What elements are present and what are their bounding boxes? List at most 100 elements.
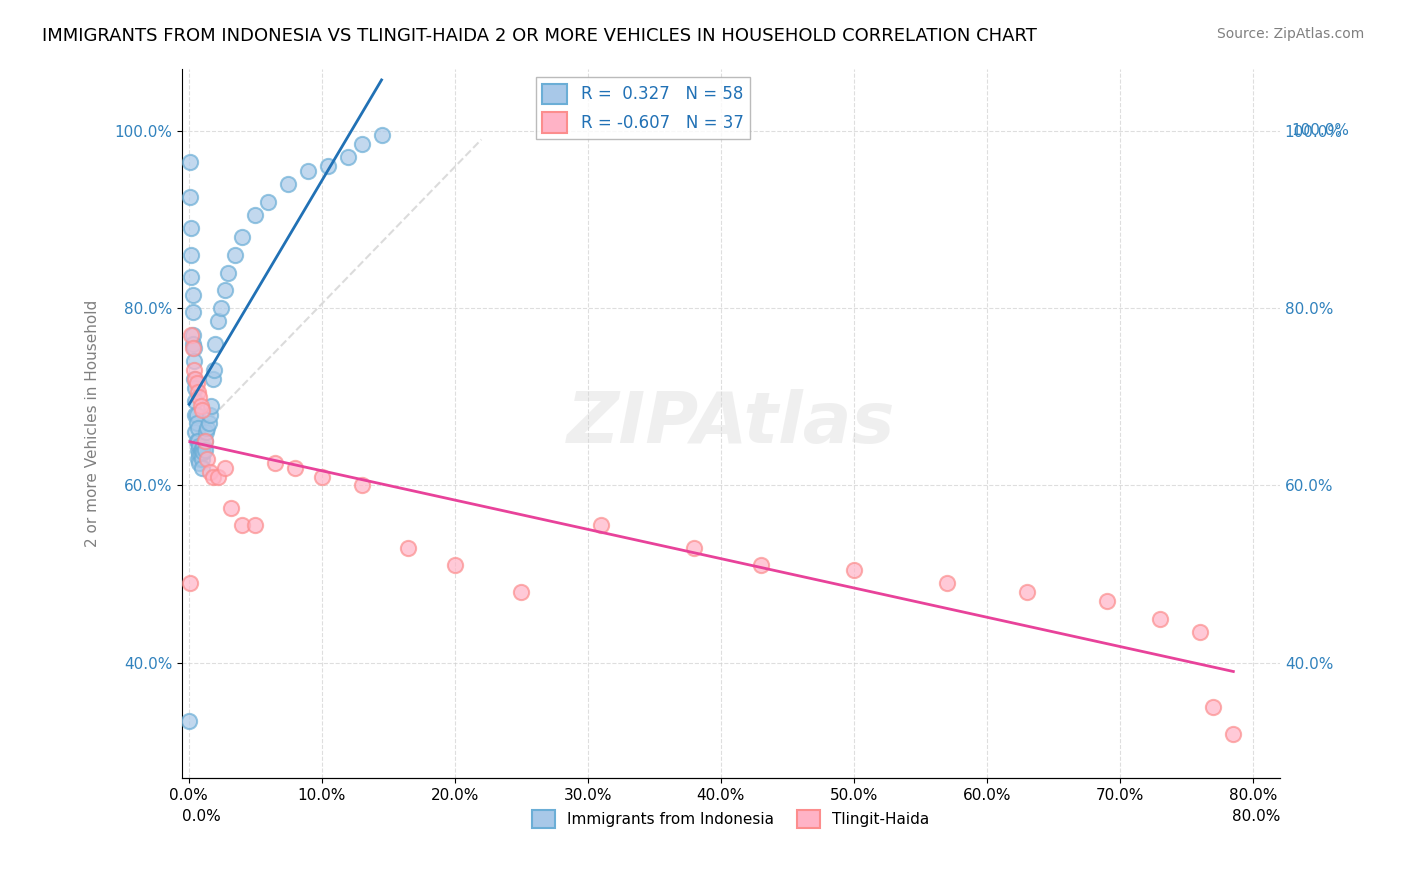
Point — [181, 305, 204, 319]
Point — [183, 372, 205, 386]
Point — [188, 456, 211, 470]
Point — [186, 376, 208, 391]
Point — [201, 469, 224, 483]
Point — [337, 150, 360, 164]
Point — [198, 465, 221, 479]
Point — [180, 221, 202, 235]
Text: IMMIGRANTS FROM INDONESIA VS TLINGIT-HAIDA 2 OR MORE VEHICLES IN HOUSEHOLD CORRE: IMMIGRANTS FROM INDONESIA VS TLINGIT-HAI… — [42, 27, 1038, 45]
Point — [201, 372, 224, 386]
Point — [181, 341, 204, 355]
Point — [187, 385, 209, 400]
Point — [936, 576, 959, 591]
Point — [191, 460, 214, 475]
Point — [231, 518, 253, 533]
Point — [218, 266, 240, 280]
Point — [193, 434, 215, 449]
Point — [370, 128, 392, 142]
Point — [186, 417, 208, 431]
Point — [207, 469, 229, 483]
Point — [195, 421, 218, 435]
Point — [200, 399, 222, 413]
Point — [350, 478, 373, 492]
Point — [179, 154, 201, 169]
Point — [224, 248, 246, 262]
Point — [184, 394, 207, 409]
Point — [183, 341, 205, 355]
Point — [1202, 700, 1225, 714]
Point — [443, 558, 465, 573]
Legend: Immigrants from Indonesia, Tlingit-Haida: Immigrants from Indonesia, Tlingit-Haida — [526, 804, 936, 834]
Point — [277, 177, 299, 191]
Point — [193, 444, 215, 458]
Point — [204, 336, 226, 351]
Point — [188, 447, 211, 461]
Point — [188, 438, 211, 452]
Text: Source: ZipAtlas.com: Source: ZipAtlas.com — [1216, 27, 1364, 41]
Point — [187, 434, 209, 449]
Point — [311, 469, 333, 483]
Point — [842, 563, 865, 577]
Point — [591, 518, 613, 533]
Point — [180, 327, 202, 342]
Point — [193, 438, 215, 452]
Point — [180, 248, 202, 262]
Point — [214, 283, 236, 297]
Point — [264, 456, 287, 470]
Point — [186, 434, 208, 449]
Point — [183, 354, 205, 368]
Point — [284, 460, 307, 475]
Point — [1222, 727, 1244, 741]
Point — [184, 425, 207, 440]
Point — [193, 434, 215, 449]
Point — [187, 451, 209, 466]
Point — [190, 447, 212, 461]
Point — [243, 518, 266, 533]
Point — [184, 372, 207, 386]
Point — [207, 314, 229, 328]
Text: 100.0%: 100.0% — [1291, 123, 1348, 138]
Point — [257, 194, 280, 209]
Point — [214, 460, 236, 475]
Point — [297, 163, 319, 178]
Point — [197, 417, 219, 431]
Point — [1095, 594, 1118, 608]
Point — [219, 500, 242, 515]
Point — [184, 381, 207, 395]
Point — [181, 336, 204, 351]
Point — [396, 541, 419, 555]
Point — [186, 408, 208, 422]
Point — [183, 363, 205, 377]
Point — [191, 442, 214, 457]
Point — [187, 421, 209, 435]
Text: ZIPAtlas: ZIPAtlas — [567, 389, 896, 458]
Point — [749, 558, 772, 573]
Point — [179, 714, 201, 728]
Point — [190, 399, 212, 413]
Point — [1015, 585, 1038, 599]
Point — [191, 403, 214, 417]
Point — [202, 363, 225, 377]
Point — [181, 287, 204, 301]
Point — [187, 442, 209, 457]
Point — [188, 390, 211, 404]
Y-axis label: 2 or more Vehicles in Household: 2 or more Vehicles in Household — [86, 300, 100, 547]
Point — [683, 541, 706, 555]
Point — [179, 190, 201, 204]
Point — [179, 576, 201, 591]
Point — [194, 425, 217, 440]
Point — [231, 230, 253, 244]
Point — [181, 327, 204, 342]
Text: 80.0%: 80.0% — [1232, 809, 1279, 824]
Point — [243, 208, 266, 222]
Point — [195, 451, 218, 466]
Point — [1149, 611, 1171, 625]
Point — [209, 301, 232, 315]
Point — [191, 451, 214, 466]
Point — [180, 270, 202, 285]
Point — [184, 408, 207, 422]
Point — [350, 136, 373, 151]
Point — [190, 442, 212, 457]
Point — [193, 442, 215, 457]
Point — [510, 585, 533, 599]
Point — [198, 408, 221, 422]
